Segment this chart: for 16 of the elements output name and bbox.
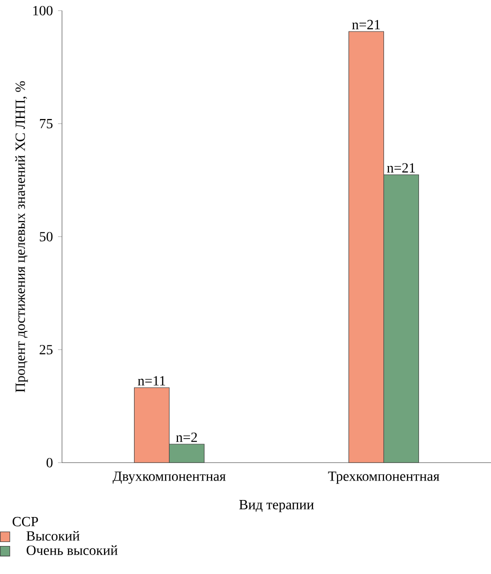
- legend-label: Очень высокий: [26, 545, 118, 556]
- annotation: n=11: [138, 376, 166, 386]
- y-tick-label: 75: [40, 119, 53, 128]
- legend-label: Высокий: [26, 530, 80, 541]
- y-tick-label: 25: [40, 344, 53, 354]
- x-tick-label: Двухкомпонентная: [112, 472, 226, 484]
- y-axis-title: Процент достижения целевых значений ХС ЛНП, %: [15, 81, 28, 392]
- legend-title: ССР: [12, 516, 38, 526]
- annotation: n=2: [176, 432, 197, 442]
- x-axis-title: Вид терапии: [239, 500, 314, 512]
- y-tick-label: 100: [33, 6, 53, 16]
- x-tick-label: Трехкомпонентная: [328, 472, 440, 484]
- y-tick-label: 0: [46, 458, 53, 468]
- annotation: n=21: [387, 163, 415, 172]
- annotation: n=21: [352, 20, 380, 30]
- y-tick-label: 50: [40, 232, 53, 242]
